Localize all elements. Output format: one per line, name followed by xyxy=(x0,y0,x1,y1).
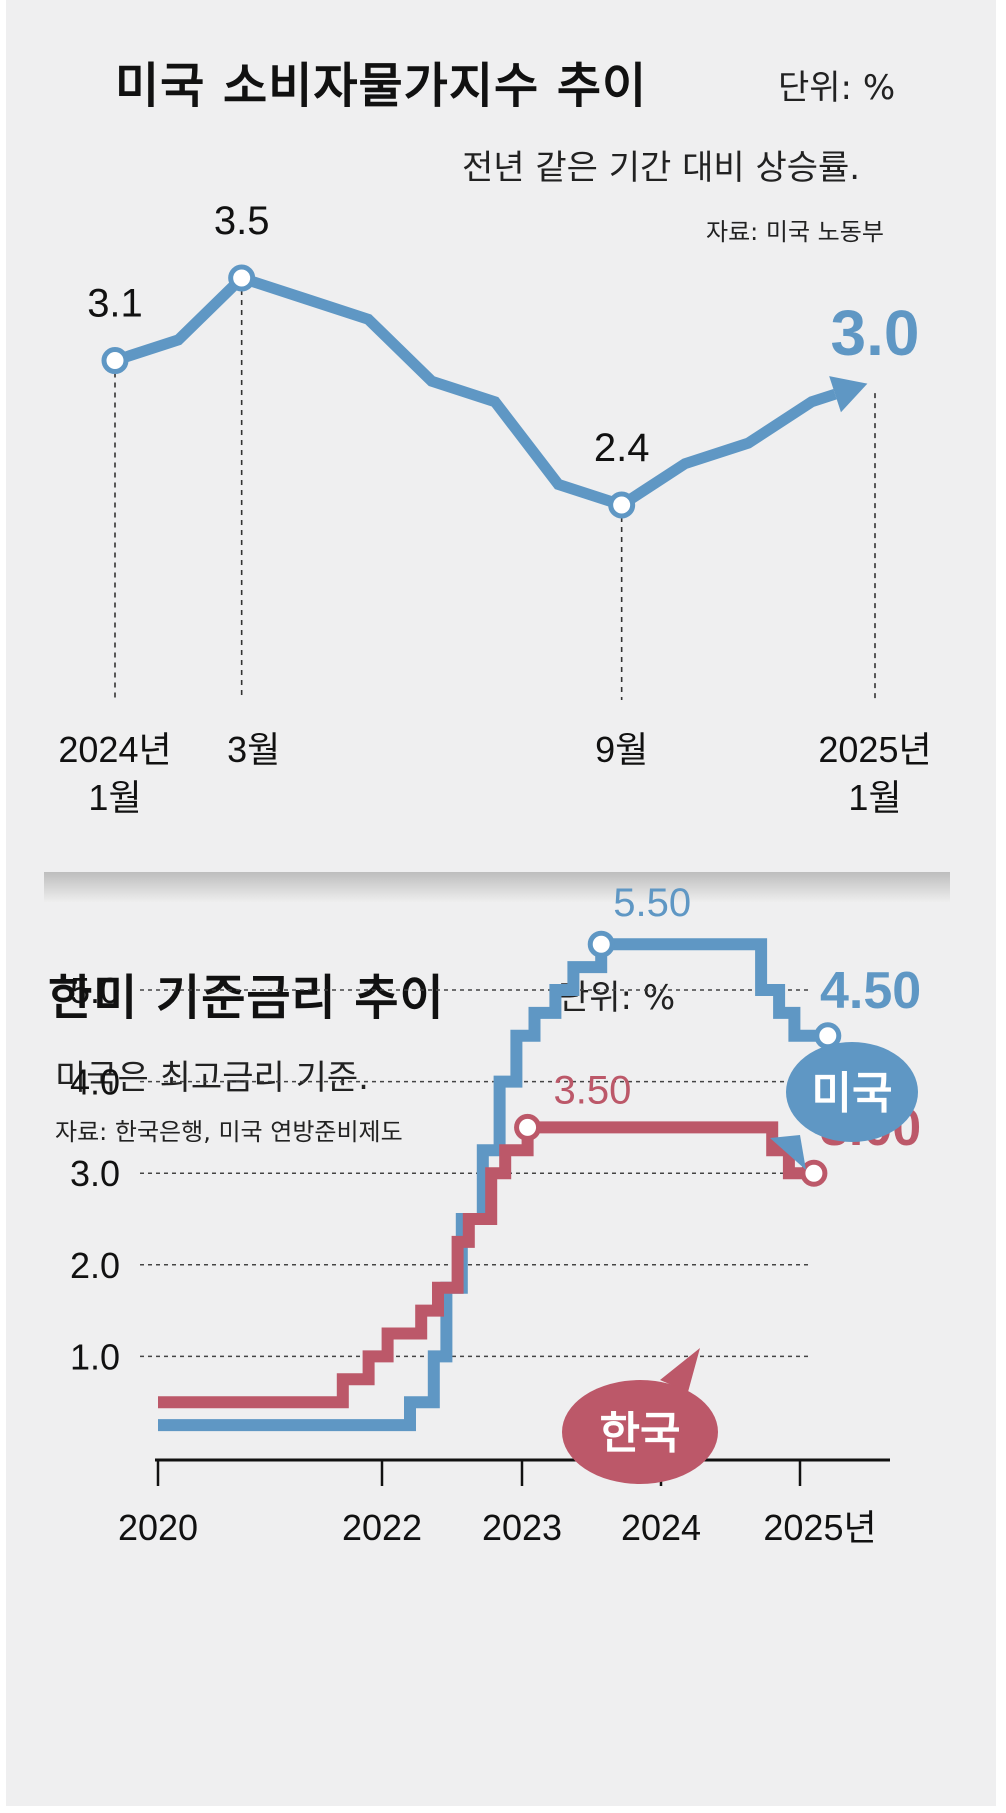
cpi-x-tick-label-3-1: 1월 xyxy=(848,777,901,818)
rate-y-tick-label-2: 3.0 xyxy=(70,1153,120,1194)
cpi-point-marker-2 xyxy=(608,491,636,519)
cpi-value-label-3: 3.0 xyxy=(831,297,920,369)
rate-x-tick-label-1: 2022 xyxy=(342,1507,422,1548)
legend-bubble-kr-shape xyxy=(562,1380,718,1484)
cpi-x-tick-label-2-0: 9월 xyxy=(595,729,648,770)
rate-x-tick-label-0: 2020 xyxy=(118,1507,198,1548)
rate-series-line-kr xyxy=(158,1121,814,1409)
cpi-value-label-1: 3.5 xyxy=(214,199,270,243)
cpi-point-marker-0 xyxy=(101,347,129,375)
rate-chart-title: 한미 기준금리 추이 xyxy=(48,970,445,1026)
panel-background xyxy=(6,0,996,1806)
legend-bubble-us-tail xyxy=(770,1135,806,1170)
cpi-chart-title: 미국 소비자물가지수 추이 xyxy=(115,58,648,114)
legend-bubble-us-shape xyxy=(786,1042,918,1142)
cpi-x-tick-label-3-0: 2025년 xyxy=(818,729,931,770)
rate-point-marker-kr-end xyxy=(800,1159,828,1187)
rate-y-tick-label-4: 5.0 xyxy=(70,970,120,1011)
rate-us-end-label: 4.50 xyxy=(820,962,921,1020)
rate-series-line-us xyxy=(158,938,828,1432)
cpi-x-tick-label-0-0: 2024년 xyxy=(58,729,171,770)
cpi-point-marker-1 xyxy=(228,264,256,292)
cpi-value-label-2: 2.4 xyxy=(594,426,650,470)
rate-source: 자료: 한국은행, 미국 연방준비제도 xyxy=(55,1118,403,1146)
rate-x-tick-label-3: 2024 xyxy=(621,1507,701,1548)
legend-label-us: 미국 xyxy=(812,1069,893,1118)
rate-subtitle: 미국은 최고금리 기준. xyxy=(55,1058,369,1098)
rate-y-tick-label-0: 1.0 xyxy=(70,1336,120,1377)
legend-bubble-us: 미국 xyxy=(770,1042,918,1170)
rate-y-tick-label-1: 2.0 xyxy=(70,1245,120,1286)
cpi-end-arrowhead xyxy=(829,376,868,413)
cpi-unit-label: 단위: % xyxy=(778,68,896,108)
legend-label-kr: 한국 xyxy=(600,1409,681,1458)
cpi-x-tick-label-0-1: 1월 xyxy=(88,777,141,818)
rate-y-tick-label-3: 4.0 xyxy=(70,1062,120,1103)
rate-point-marker-kr-peak xyxy=(514,1113,542,1141)
cpi-source: 자료: 미국 노동부 xyxy=(706,218,884,246)
cpi-series-line xyxy=(113,271,837,512)
rate-kr-peak-label: 3.50 xyxy=(554,1068,632,1112)
cpi-x-tick-label-1-0: 3월 xyxy=(227,729,280,770)
cpi-value-label-0: 3.1 xyxy=(87,282,143,326)
cpi-subtitle: 전년 같은 기간 대비 상승률. xyxy=(462,148,861,188)
rate-us-peak-label: 5.50 xyxy=(613,881,691,925)
rate-point-marker-us-end xyxy=(814,1022,842,1050)
rate-point-marker-us-peak xyxy=(587,930,615,958)
legend-bubble-kr-tail xyxy=(660,1348,700,1392)
rate-x-tick-label-4: 2025년 xyxy=(763,1507,876,1548)
section-divider xyxy=(44,872,950,902)
legend-bubble-kr: 한국 xyxy=(562,1348,718,1484)
rate-x-tick-label-2: 2023 xyxy=(482,1507,562,1548)
